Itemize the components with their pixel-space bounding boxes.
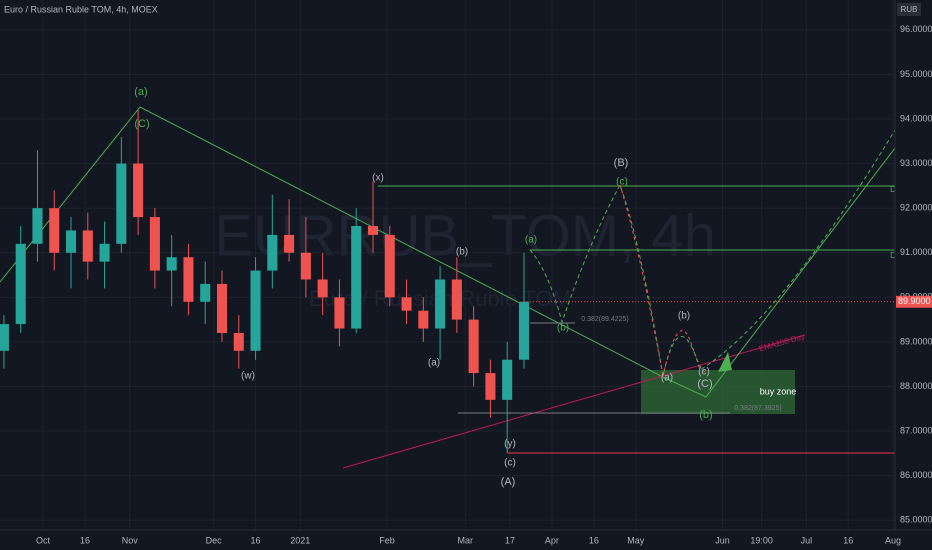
candle-body <box>15 243 26 325</box>
price-axis <box>895 0 932 550</box>
annotation: (b) <box>678 311 690 322</box>
candle-body <box>468 319 479 374</box>
candle-body <box>216 283 228 333</box>
x-tick-label: Nov <box>122 535 139 545</box>
candle-body <box>502 359 513 400</box>
y-tick-label: 86.0000 <box>900 470 932 480</box>
candle-body <box>250 270 261 351</box>
annotation: (b) <box>557 323 569 334</box>
annotation: (w) <box>241 371 255 382</box>
candle-body <box>284 234 295 253</box>
candle-body <box>451 279 462 320</box>
candle-body <box>418 310 429 329</box>
x-tick-label: Aug <box>885 535 901 545</box>
annotation: (B) <box>614 157 629 169</box>
candle-body <box>300 252 311 280</box>
drawings <box>0 106 896 469</box>
annotation: (C) <box>134 118 149 130</box>
candle-body <box>183 257 194 302</box>
annotation: (c) <box>504 458 516 469</box>
x-tick-label: 19:00 <box>750 535 773 545</box>
grid <box>0 0 895 530</box>
candle-body <box>99 243 110 262</box>
y-tick-label: 89.0000 <box>900 336 932 346</box>
wave-line <box>664 147 896 398</box>
candle-body <box>317 279 328 298</box>
x-tick-label: Feb <box>379 535 395 545</box>
x-tick-label: Dec <box>206 535 223 545</box>
x-tick-label: May <box>627 535 645 545</box>
y-tick-label: 92.0000 <box>900 203 932 213</box>
candle-body <box>233 332 244 351</box>
y-tick-label: 85.0000 <box>900 515 932 525</box>
last-price-label: 89.9000 <box>898 296 931 306</box>
x-tick-label: Oct <box>36 535 51 545</box>
candle-body <box>267 234 278 271</box>
x-tick-label: Mar <box>458 535 474 545</box>
candle-body <box>133 163 144 218</box>
y-tick-label: 91.0000 <box>900 247 932 257</box>
annotation: (a) <box>661 373 673 384</box>
x-tick-label: Apr <box>545 535 559 545</box>
candle-body <box>32 208 43 244</box>
candle-body <box>518 301 530 360</box>
y-tick-label: 96.0000 <box>900 24 932 34</box>
candle-body <box>166 257 177 271</box>
candles <box>0 110 530 454</box>
x-tick-label: 17 <box>505 535 515 545</box>
candle-body <box>116 163 127 244</box>
y-tick-label: 95.0000 <box>900 69 932 79</box>
candle-body <box>65 230 77 253</box>
candle-body <box>334 297 345 329</box>
buy-zone <box>641 370 795 414</box>
currency-badge <box>897 3 921 16</box>
annotation: (b) <box>456 247 468 258</box>
x-tick-label: 16 <box>589 535 599 545</box>
chart-title: Euro / Russian Ruble TOM, 4h, MOEX <box>4 4 158 14</box>
last-price-badge <box>896 295 932 308</box>
candle-body <box>49 208 60 253</box>
rocket-icon <box>718 352 732 372</box>
annotation: 0.382(87.3925) <box>734 405 781 412</box>
currency: RUB <box>901 5 918 14</box>
candle-body <box>384 234 395 298</box>
x-tick-label: Jun <box>715 535 730 545</box>
x-tick-label: 2021 <box>290 535 310 545</box>
wave-line <box>0 106 666 379</box>
annotation: (c) <box>616 177 628 188</box>
candle-body <box>200 283 211 302</box>
candle-body <box>82 230 93 262</box>
annotation: (b) <box>699 409 712 421</box>
projection <box>619 184 706 377</box>
y-tick-label: 88.0000 <box>900 381 932 391</box>
annotation: (A) <box>501 476 516 488</box>
x-tick-label: Jul <box>801 535 813 545</box>
annotation: (a) <box>134 86 147 98</box>
annotation: (a) <box>428 358 440 369</box>
y-tick-label: 93.0000 <box>900 158 932 168</box>
annotation: D <box>890 251 896 260</box>
annotation: buy zone <box>760 386 797 396</box>
candle-body <box>401 297 412 311</box>
annotation: (c) <box>698 367 710 378</box>
y-tick-label: 94.0000 <box>900 113 932 123</box>
candle-body <box>485 373 496 400</box>
candle-body <box>367 225 379 235</box>
y-tick-label: 87.0000 <box>900 425 932 435</box>
projection <box>529 129 896 377</box>
candle-body <box>435 279 446 329</box>
x-tick-label: 16 <box>843 535 853 545</box>
annotation: (y) <box>504 439 516 450</box>
annotation: 0.382(89.4225) <box>581 316 628 323</box>
annotation: (x) <box>372 173 384 184</box>
annotation: (a) <box>525 235 537 246</box>
candle-body <box>351 225 362 329</box>
x-tick-label: 16 <box>251 535 261 545</box>
annotation: D <box>890 185 896 194</box>
annotation: (C) <box>697 378 712 390</box>
candle-body <box>0 324 9 351</box>
x-tick-label: 16 <box>80 535 90 545</box>
candle-body <box>149 217 160 271</box>
